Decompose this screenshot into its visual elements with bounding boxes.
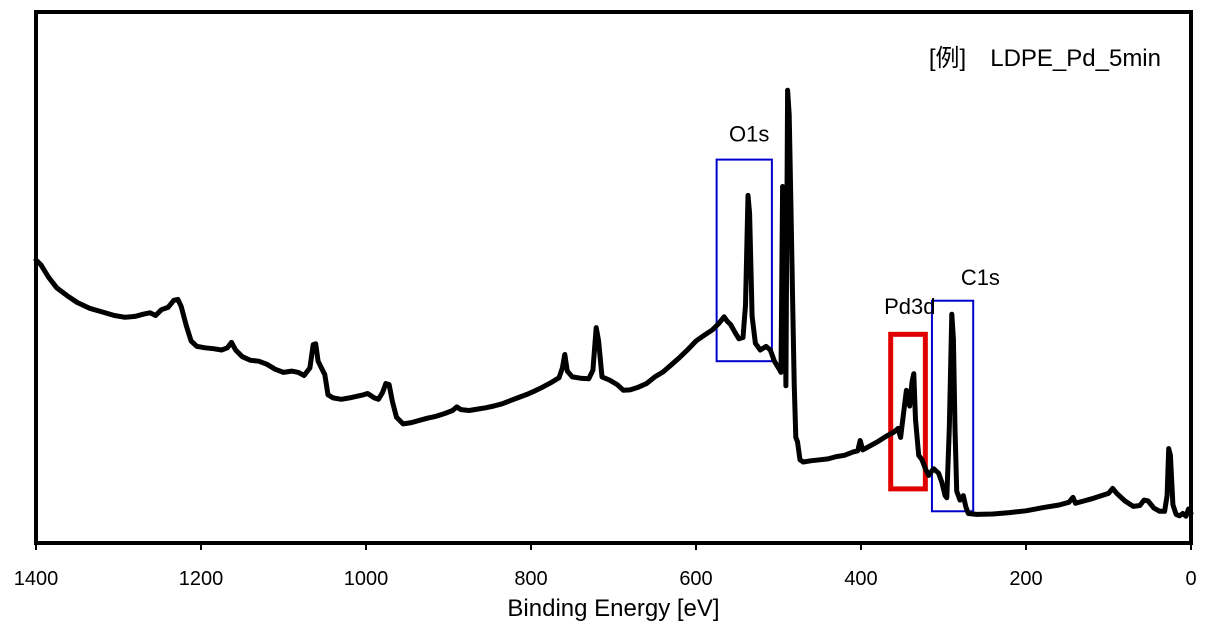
x-tick-label: 1000	[344, 568, 389, 590]
peak-label-pd3d: Pd3d	[884, 294, 935, 319]
peak-box-o1s	[715, 158, 773, 363]
peak-label-o1s: O1s	[729, 122, 769, 147]
plot-frame	[34, 10, 1193, 545]
x-axis-ticks: 1400 1200 1000 800 600 400 200 0	[14, 543, 1197, 590]
x-tick-label: 1400	[14, 568, 59, 590]
peak-box-c1s	[930, 299, 975, 513]
peak-annotations: O1s C1s Pd3d	[715, 122, 1000, 513]
x-tick-label: 200	[1009, 568, 1042, 590]
x-tick-label: 800	[514, 568, 547, 590]
x-axis-title: Binding Energy [eV]	[507, 595, 719, 622]
peak-label-c1s: C1s	[961, 265, 1000, 290]
spectrum-line	[33, 87, 1194, 519]
x-tick-label: 0	[1185, 568, 1196, 590]
x-tick-label: 1200	[179, 568, 224, 590]
sample-label: [例] LDPE_Pd_5min	[929, 45, 1161, 72]
peak-box-pd3d	[888, 331, 928, 492]
x-tick-label: 400	[844, 568, 877, 590]
x-tick-label: 600	[679, 568, 712, 590]
